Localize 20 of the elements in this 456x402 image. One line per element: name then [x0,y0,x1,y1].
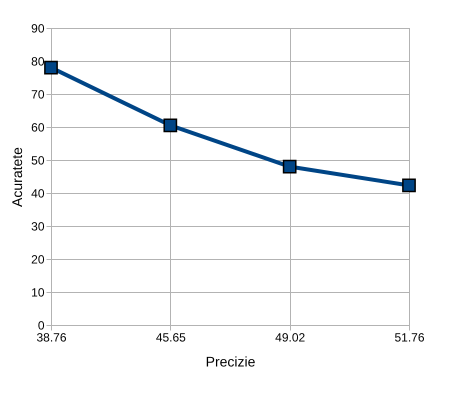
point [282,160,297,174]
y-tick-label: 20 [31,252,45,266]
y-tick-label: 80 [31,54,45,68]
y-tick-label: 10 [31,286,45,300]
x-tick-label: 45.65 [156,330,186,344]
x-tick-label: 51.76 [394,330,425,344]
x-axis-title: Precizie [206,354,256,370]
point [402,178,416,192]
y-tick-label: 90 [31,22,45,36]
y-tick-label: 70 [31,88,45,102]
y-axis-title: Acuratete [9,146,26,207]
y-tick-label: 0 [38,318,45,332]
y-tick-label: 40 [31,186,45,200]
y-tick-label: 60 [31,120,45,134]
x-tick-label: 38.76 [36,330,67,344]
y-tick-label: 50 [31,154,45,168]
point [44,60,58,74]
point [163,118,178,132]
x-tick-label: 49.02 [275,330,306,344]
y-tick-label: 30 [31,220,45,234]
